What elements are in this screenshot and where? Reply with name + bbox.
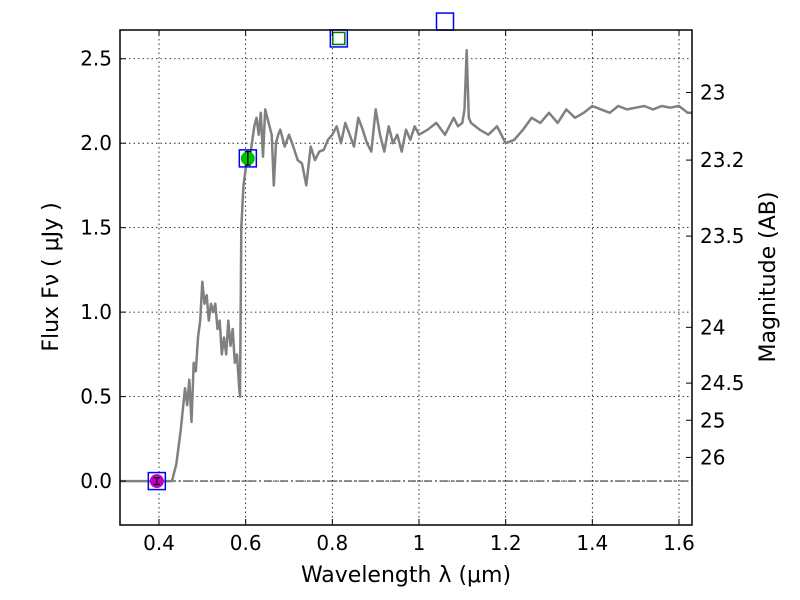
plot-frame (119, 29, 693, 526)
x-tick-label: 1.2 (490, 531, 522, 555)
y2-tick-label: 24.5 (700, 371, 745, 395)
y2-tick-label: 23.5 (700, 224, 745, 248)
x-tick-label: 1.4 (576, 531, 608, 555)
y2-tick-label: 23.2 (700, 148, 745, 172)
x-tick-label: 1.6 (663, 531, 695, 555)
x-axis-label: Wavelength λ (μm) (301, 563, 511, 588)
plot-background (120, 30, 692, 525)
y-tick-label: 2.5 (80, 47, 112, 71)
y-tick-label: 2.0 (80, 131, 112, 155)
y-axis-label: Flux Fν ( μJy ) (39, 202, 64, 351)
y2-tick-label: 24 (700, 315, 725, 339)
y2-axis-label: Magnitude (AB) (756, 192, 781, 363)
x-tick-label: 0.6 (230, 531, 262, 555)
x-tick-label: 1 (413, 531, 426, 555)
photometry-point (147, 471, 167, 491)
y-tick-label: 0.0 (80, 469, 112, 493)
y2-tick-label: 25 (700, 408, 725, 432)
y2-tick-label: 23 (700, 81, 725, 105)
x-tick-label: 0.8 (316, 531, 348, 555)
photometry-box (147, 471, 167, 491)
y-tick-label: 1.0 (80, 300, 112, 324)
photometry-box (238, 149, 258, 168)
data-layer (120, 49, 692, 483)
photometry-markers (147, 12, 455, 491)
x-tick-label: 0.4 (143, 531, 175, 555)
photometry-point (435, 12, 455, 31)
y-tick-label: 0.5 (80, 385, 112, 409)
photometry-box (435, 12, 455, 31)
axis-ticks: 0.4 0.6 0.8 1 1.2 1.4 1.6 0.0 0.5 1.0 1.5 2.0 2.5 23 2… (80, 30, 745, 555)
spectrum-line (120, 49, 692, 483)
y2-tick-label: 26 (700, 445, 725, 469)
y-tick-label: 1.5 (80, 216, 112, 240)
photometry-open-square (332, 31, 346, 46)
photometry-point (238, 149, 258, 168)
